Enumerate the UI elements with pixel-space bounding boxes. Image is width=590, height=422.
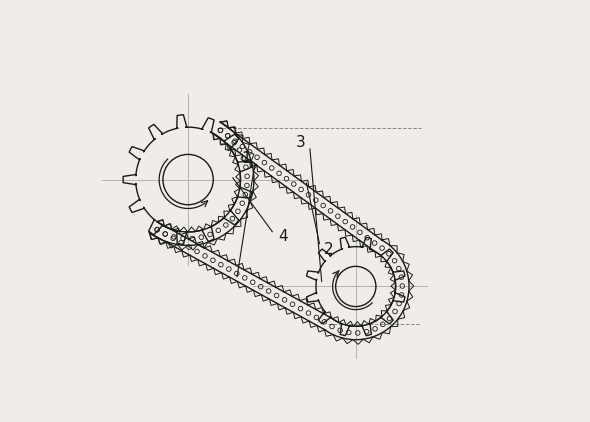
Text: 3: 3: [296, 135, 306, 150]
Text: 4: 4: [278, 230, 288, 244]
Text: 2: 2: [324, 242, 334, 257]
Text: 1: 1: [241, 151, 251, 166]
